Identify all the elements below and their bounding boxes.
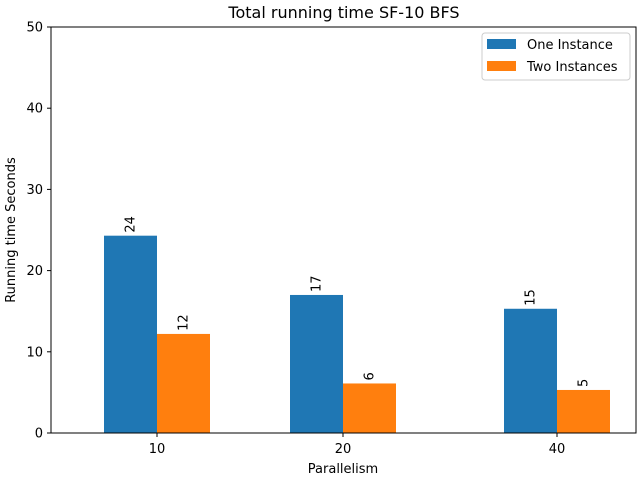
chart-title: Total running time SF-10 BFS <box>227 3 459 22</box>
x-tick-label: 20 <box>335 442 352 457</box>
axes: 0 10 20 30 40 50 10 20 40 <box>26 21 565 458</box>
bar-one-instance-40 <box>504 308 557 433</box>
bar-value-label: 5 <box>577 379 592 387</box>
bar-value-label: 24 <box>124 216 139 233</box>
x-tick-label: 10 <box>149 442 166 457</box>
y-tick-label: 40 <box>26 102 43 117</box>
bar-one-instance-10 <box>104 235 157 433</box>
plot-area: 24 17 15 12 6 5 <box>104 216 610 433</box>
legend-label: Two Instances <box>526 60 618 75</box>
bar-two-instances-20 <box>343 383 396 433</box>
legend-box <box>481 32 631 81</box>
y-axis-label: Running time Seconds <box>4 157 19 303</box>
x-axis-label: Parallelism <box>308 462 378 477</box>
x-tick-label: 40 <box>549 442 566 457</box>
y-tick-label: 50 <box>26 21 43 36</box>
y-tick-label: 30 <box>26 183 43 198</box>
bar-one-instance-20 <box>290 294 343 433</box>
y-tick-label: 0 <box>35 427 43 442</box>
bar-two-instances-40 <box>557 389 610 433</box>
legend-label: One Instance <box>527 38 613 53</box>
legend-swatch <box>487 61 516 71</box>
y-tick-label: 20 <box>26 264 43 279</box>
legend: One Instance Two Instances <box>481 32 631 81</box>
legend-swatch <box>487 39 516 49</box>
bar-value-label: 12 <box>177 314 192 331</box>
bar-two-instances-10 <box>157 333 210 433</box>
bar-value-label: 15 <box>524 289 539 306</box>
bar-value-label: 17 <box>310 275 325 292</box>
bar-value-label: 6 <box>363 372 378 380</box>
y-tick-label: 10 <box>26 345 43 360</box>
